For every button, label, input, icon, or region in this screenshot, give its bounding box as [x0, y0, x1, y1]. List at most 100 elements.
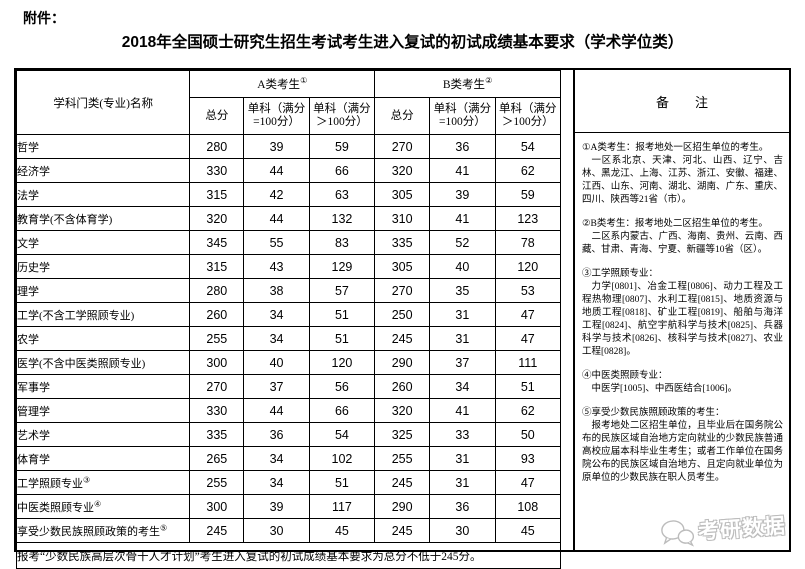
score-cell: 255: [189, 326, 245, 351]
score-cell: 57: [308, 278, 376, 303]
score-cell: 39: [243, 134, 310, 159]
score-cell: 78: [494, 230, 562, 255]
remark-block-head: ④中医类照顾专业：: [582, 371, 668, 381]
score-cell: 37: [429, 350, 496, 375]
score-cell: 330: [189, 158, 245, 183]
header-b-single-gt100: 单科（满分 ＞100分）: [494, 97, 562, 135]
score-cell: 300: [189, 494, 245, 519]
subject-name-cell: 工学(不含工学照顾专业): [15, 302, 191, 327]
score-cell: 120: [308, 350, 376, 375]
score-cell: 290: [374, 494, 431, 519]
score-cell: 34: [243, 470, 310, 495]
table-row: 管理学 330 44 66 320 41 62: [15, 398, 562, 423]
score-cell: 47: [494, 302, 562, 327]
score-cell: 325: [374, 422, 431, 447]
score-cell: 34: [429, 374, 496, 399]
score-cell: 120: [494, 254, 562, 279]
table-row: 军事学 270 37 56 260 34 51: [15, 374, 562, 399]
score-cell: 51: [308, 326, 376, 351]
score-cell: 31: [429, 326, 496, 351]
score-cell: 265: [189, 446, 245, 471]
score-cell: 36: [429, 494, 496, 519]
remarks-body: ①A类考生：报考地处一区招生单位的考生。 一区系北京、天津、河北、山西、辽宁、吉林…: [575, 133, 789, 550]
score-cell: 290: [374, 350, 431, 375]
remark-block-head: ③工学照顾专业：: [582, 269, 659, 279]
score-cell: 335: [374, 230, 431, 255]
table-footer-row: 报考“少数民族高层次骨干人才计划”考生进入复试的初试成绩基本要求为总分不低于24…: [16, 542, 561, 569]
subject-name-cell: 历史学: [15, 254, 191, 279]
remark-block: ②B类考生：报考地处二区招生单位的考生。 二区系内蒙古、广西、海南、贵州、云南、西…: [582, 218, 783, 257]
table-row: 理学 280 38 57 270 35 53: [15, 278, 562, 303]
subject-name-cell: 理学: [15, 278, 191, 303]
score-cell: 54: [494, 134, 562, 159]
subject-name-cell: 医学(不含中医类照顾专业): [15, 350, 191, 375]
score-cell: 345: [189, 230, 245, 255]
score-cell: 260: [374, 374, 431, 399]
table-row: 享受少数民族照顾政策的考生⑤ 245 30 45 245 30 45: [15, 518, 562, 543]
subject-name-cell: 农学: [15, 326, 191, 351]
table-row: 工学(不含工学照顾专业) 260 34 51 250 31 47: [15, 302, 562, 327]
score-cell: 31: [429, 446, 496, 471]
subject-name-cell: 享受少数民族照顾政策的考生⑤: [15, 518, 191, 543]
remark-block: ③工学照顾专业： 力学[0801]、冶金工程[0806]、动力工程及工程热物理[0…: [582, 268, 783, 359]
score-grid: 学科门类(专业)名称 A类考生① B类考生② 总分 单科（满分 =100分）: [15, 70, 562, 569]
score-cell: 62: [494, 398, 562, 423]
score-cell: 54: [308, 422, 376, 447]
table-row: 农学 255 34 51 245 31 47: [15, 326, 562, 351]
table-row: 体育学 265 34 102 255 31 93: [15, 446, 562, 471]
score-cell: 55: [243, 230, 310, 255]
footnote-mark: ③: [83, 474, 91, 484]
score-cell: 44: [243, 206, 310, 231]
score-cell: 59: [308, 134, 376, 159]
remark-block-head: ⑤享受少数民族照顾政策的考生：: [582, 408, 725, 418]
header-group-b: B类考生②: [374, 70, 561, 98]
attachment-label: 附件：: [23, 10, 65, 26]
score-cell: 111: [494, 350, 562, 375]
score-cell: 43: [243, 254, 310, 279]
score-cell: 41: [429, 158, 496, 183]
score-cell: 53: [494, 278, 562, 303]
score-cell: 245: [374, 326, 431, 351]
page-title: 2018年全国硕士研究生招生考试考生进入复试的初试成绩基本要求（学术学位类）: [121, 34, 684, 51]
score-cell: 47: [494, 326, 562, 351]
remark-block: ④中医类照顾专业： 中医学[1005]、中西医结合[1006]。: [582, 370, 783, 396]
header-a-single-gt100: 单科（满分 ＞100分）: [308, 97, 376, 135]
score-cell: 83: [308, 230, 376, 255]
subject-name-cell: 体育学: [15, 446, 191, 471]
remark-block-detail: 一区系北京、天津、河北、山西、辽宁、吉林、黑龙江、上海、江苏、浙江、安徽、福建、…: [582, 156, 783, 205]
score-cell: 320: [374, 158, 431, 183]
table-row: 经济学 330 44 66 320 41 62: [15, 158, 562, 183]
score-cell: 315: [189, 182, 245, 207]
score-cell: 66: [308, 398, 376, 423]
score-cell: 41: [429, 206, 496, 231]
table-row: 文学 345 55 83 335 52 78: [15, 230, 562, 255]
subject-name-cell: 艺术学: [15, 422, 191, 447]
score-cell: 123: [494, 206, 562, 231]
score-cell: 47: [494, 470, 562, 495]
remark-block: ①A类考生：报考地处一区招生单位的考生。 一区系北京、天津、河北、山西、辽宁、吉林…: [582, 142, 783, 207]
score-cell: 34: [243, 302, 310, 327]
score-cell: 315: [189, 254, 245, 279]
table-row: 哲学 280 39 59 270 36 54: [15, 134, 562, 159]
subject-name-cell: 法学: [15, 182, 191, 207]
score-cell: 30: [243, 518, 310, 543]
score-cell: 305: [374, 182, 431, 207]
score-cell: 245: [374, 470, 431, 495]
score-cell: 31: [429, 302, 496, 327]
score-cell: 255: [189, 470, 245, 495]
score-cell: 310: [374, 206, 431, 231]
header-b-single-eq100: 单科（满分 =100分）: [429, 97, 496, 135]
table-row: 教育学(不含体育学) 320 44 132 310 41 123: [15, 206, 562, 231]
remark-block-detail: 力学[0801]、冶金工程[0806]、动力工程及工程热物理[0807]、水利工…: [582, 282, 783, 357]
score-cell: 132: [308, 206, 376, 231]
score-cell: 66: [308, 158, 376, 183]
table-row: 历史学 315 43 129 305 40 120: [15, 254, 562, 279]
score-cell: 280: [189, 278, 245, 303]
score-cell: 33: [429, 422, 496, 447]
table-row: 艺术学 335 36 54 325 33 50: [15, 422, 562, 447]
remark-block-head: ②B类考生：报考地处二区招生单位的考生。: [582, 219, 768, 229]
score-cell: 45: [308, 518, 376, 543]
header-subject: 学科门类(专业)名称: [15, 70, 191, 135]
score-cell: 335: [189, 422, 245, 447]
